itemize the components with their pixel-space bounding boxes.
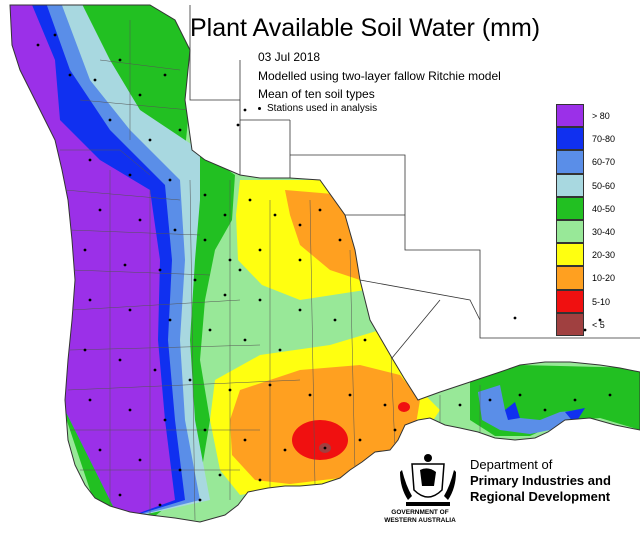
legend-label: < 5 bbox=[592, 319, 605, 330]
map-title: Plant Available Soil Water (mm) bbox=[190, 14, 541, 42]
stations-legend-label: Stations used in analysis bbox=[267, 103, 378, 114]
legend-label: 60-70 bbox=[592, 157, 616, 168]
zone-5-10-south bbox=[292, 420, 348, 460]
legend-label: 40-50 bbox=[592, 203, 616, 214]
legend-swatch bbox=[556, 312, 584, 336]
government-line-2: WESTERN AUSTRALIA bbox=[384, 517, 456, 524]
legend-label: 70-80 bbox=[592, 134, 616, 145]
legend-label: 30-40 bbox=[592, 226, 616, 237]
legend-swatch bbox=[556, 127, 584, 151]
legend-label: 20-30 bbox=[592, 250, 616, 261]
zone-70-80-east-2 bbox=[565, 408, 585, 424]
department-line-1: Department of bbox=[470, 457, 553, 472]
legend-swatch bbox=[556, 196, 584, 220]
department-line-3: Regional Development bbox=[470, 489, 611, 504]
legend-label: 5-10 bbox=[592, 296, 611, 307]
government-label: GOVERNMENT OF WESTERN AUSTRALIA bbox=[372, 509, 468, 525]
legend-swatch bbox=[556, 150, 584, 174]
legend-swatch bbox=[556, 266, 584, 290]
department-line-2: Primary Industries and bbox=[470, 473, 611, 488]
station-dot-icon bbox=[258, 106, 261, 110]
wa-government-crest-icon bbox=[400, 454, 456, 506]
zone-over-80 bbox=[10, 5, 175, 520]
department-name: Department of Primary Industries and Reg… bbox=[470, 457, 611, 505]
legend-swatch bbox=[556, 289, 584, 313]
region-boundaries bbox=[189, 5, 640, 359]
legend-label: 50-60 bbox=[592, 180, 616, 191]
legend-swatch bbox=[556, 104, 584, 128]
map-model-note: Modelled using two-layer fallow Ritchie … bbox=[258, 69, 501, 83]
station-markers bbox=[36, 33, 612, 507]
zone-60-70-east bbox=[478, 385, 580, 434]
map-date: 03 Jul 2018 bbox=[258, 50, 321, 64]
legend-label: > 80 bbox=[592, 111, 610, 121]
shire-boundaries bbox=[60, 20, 481, 521]
legend-swatch bbox=[556, 219, 584, 244]
government-line-1: GOVERNMENT OF bbox=[391, 509, 449, 516]
zone-5-10-east bbox=[398, 402, 410, 412]
stations-legend: Stations used in analysis bbox=[258, 103, 377, 114]
legend-swatch bbox=[556, 243, 584, 267]
map-mean-note: Mean of ten soil types bbox=[258, 87, 375, 101]
legend-label: 10-20 bbox=[592, 273, 616, 284]
legend-swatch bbox=[556, 173, 584, 197]
zone-70-80-east bbox=[505, 402, 520, 420]
